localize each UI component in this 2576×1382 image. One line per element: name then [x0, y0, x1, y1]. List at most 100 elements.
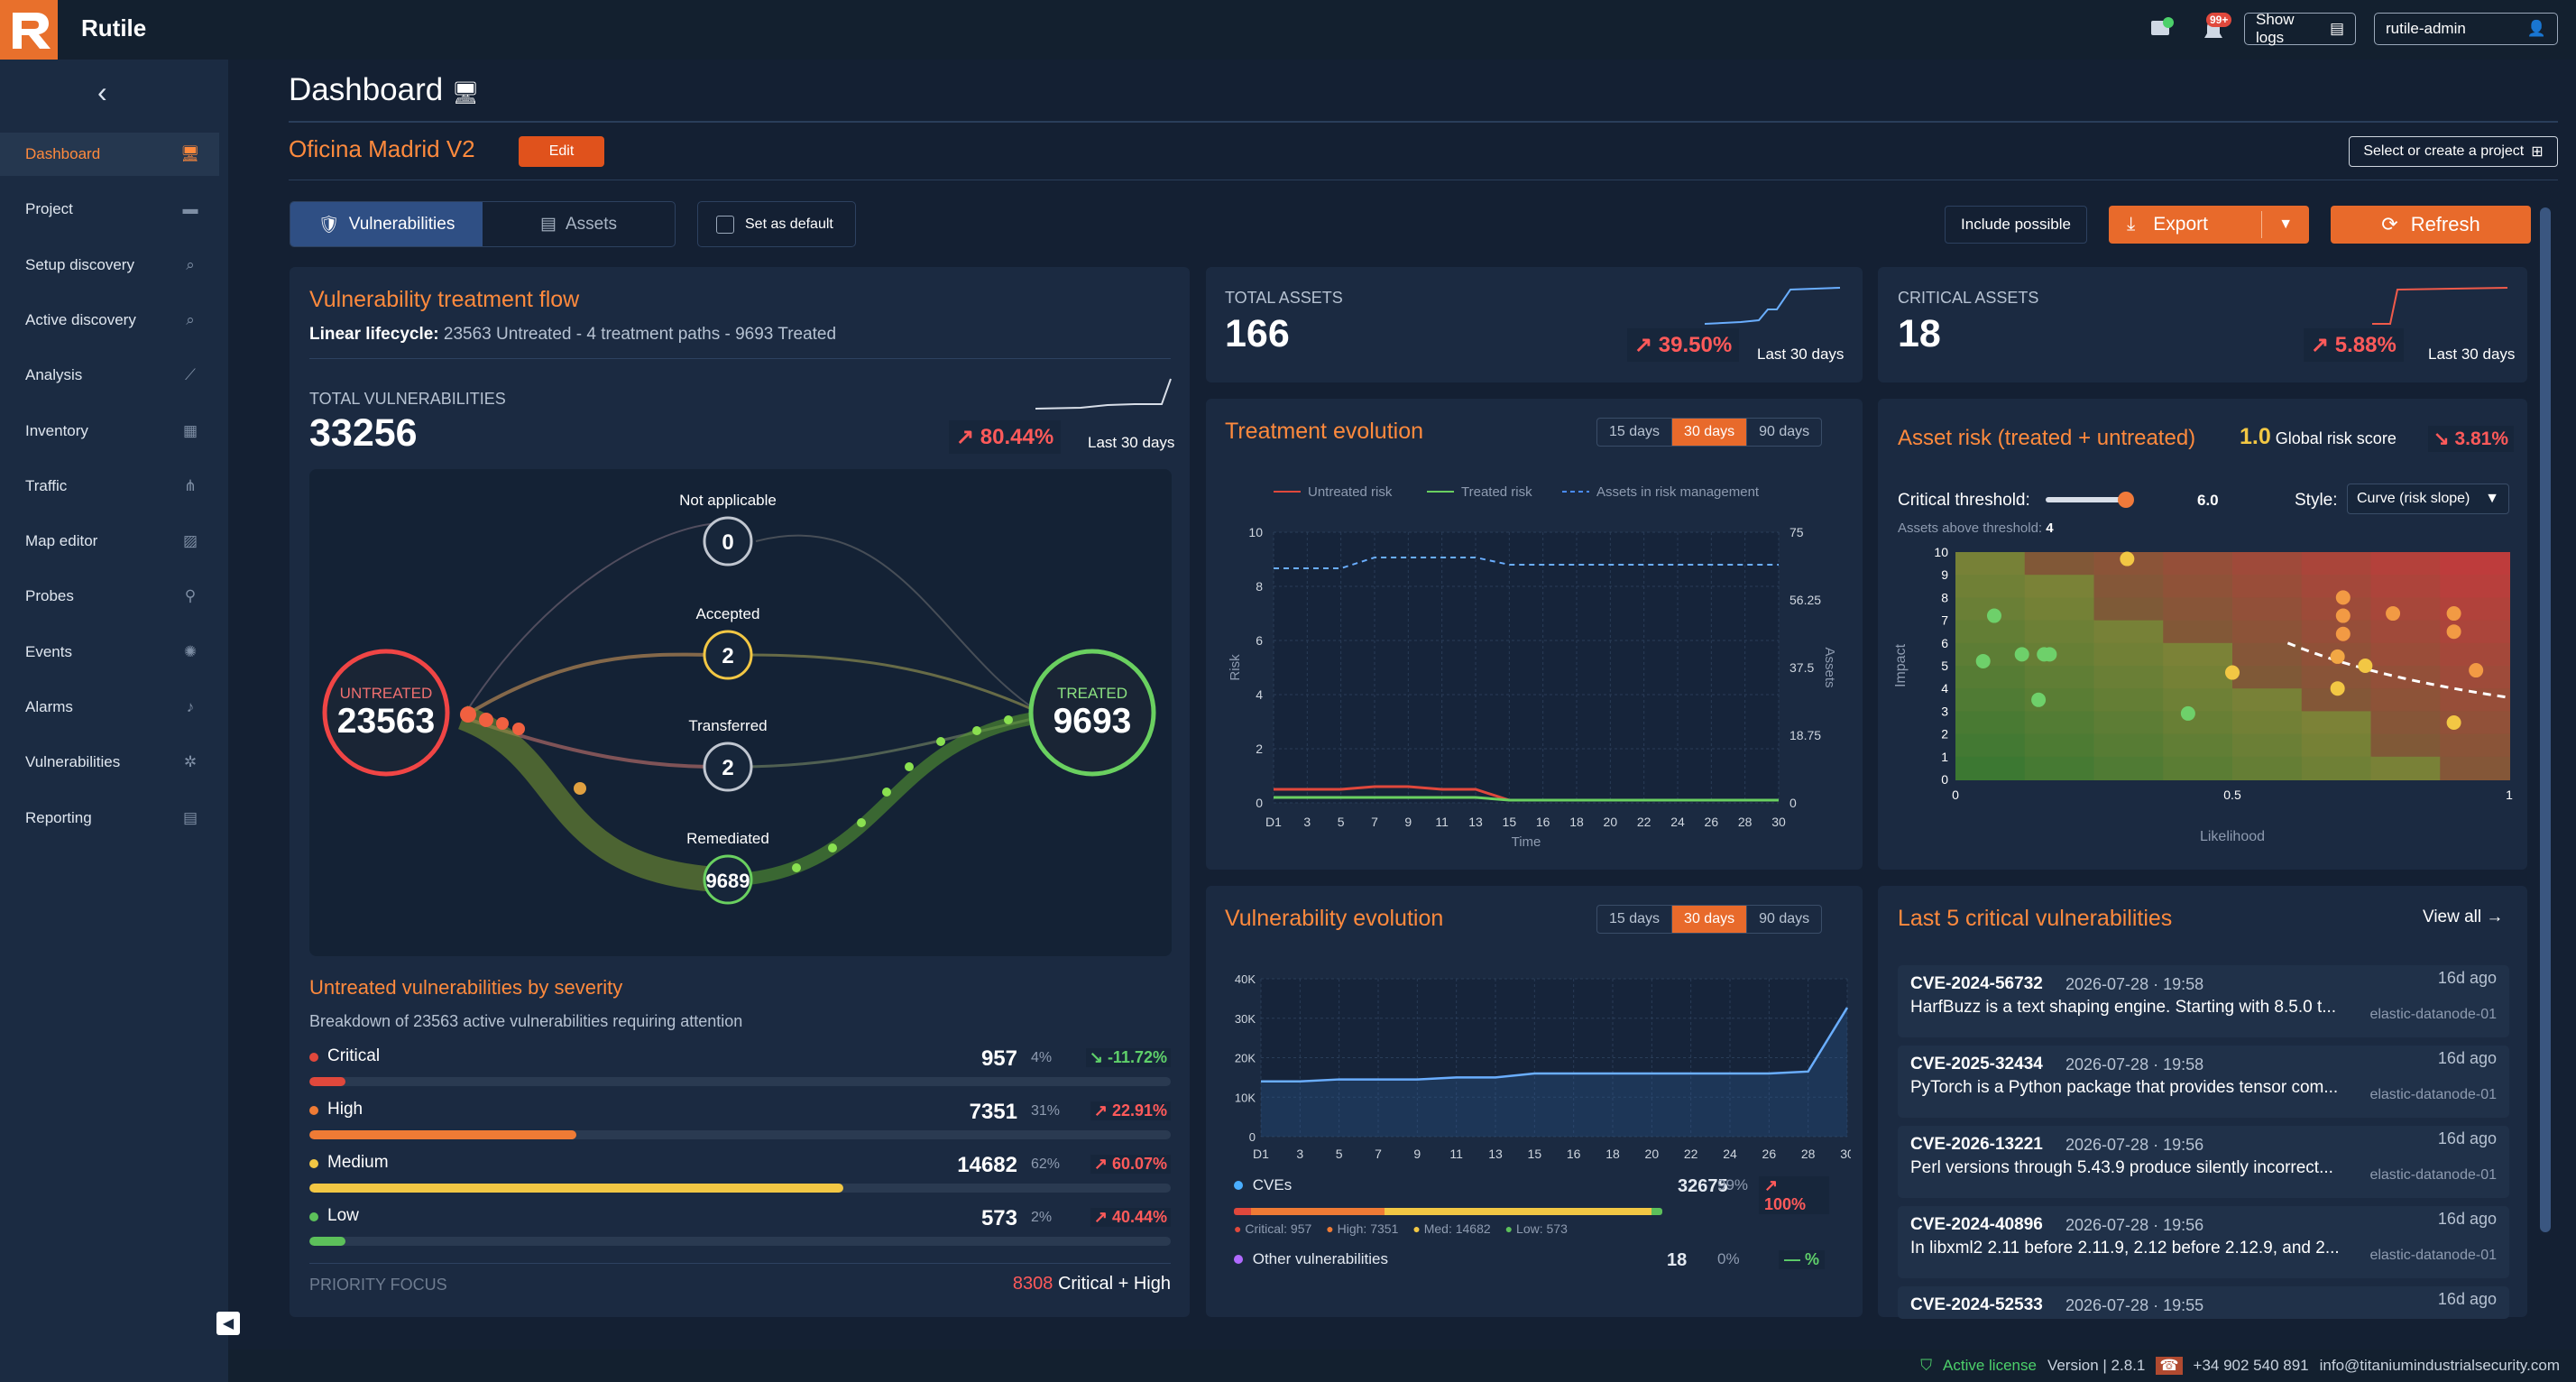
cve-id[interactable]: CVE-2024-52533	[1910, 1295, 2043, 1314]
range-90-days[interactable]: 90 days	[1759, 424, 1810, 439]
rutile-logo[interactable]	[0, 0, 58, 60]
edit-project-button[interactable]: Edit	[519, 136, 604, 167]
range-30-days[interactable]: 30 days	[1672, 419, 1748, 446]
x-tick-label: 26	[1762, 1147, 1777, 1161]
vulnerability-list-item[interactable]: CVE-2024-56732 2026-07-28 · 19:58 16d ago H…	[1898, 965, 2509, 1037]
severity-bar	[309, 1130, 1171, 1139]
sidebar-item-label: Inventory	[25, 421, 88, 439]
tab-vulnerabilities[interactable]: 🛡 Vulnerabilities	[290, 202, 483, 246]
chevron-down-icon[interactable]: ▼	[2278, 217, 2294, 232]
dot-icon: ●	[1234, 1221, 1242, 1236]
sidebar-item-inventory[interactable]: Inventory ▦	[0, 410, 219, 453]
heatmap-cell	[2232, 711, 2303, 735]
x-tick-label: 30	[1771, 815, 1786, 829]
severity-bar-fill	[309, 1130, 577, 1139]
sidebar-item-project[interactable]: Project ▬	[0, 188, 219, 231]
heatmap-cell	[2440, 552, 2510, 576]
checkbox-box[interactable]	[716, 215, 734, 234]
breakdown-high: ● High: 7351	[1326, 1221, 1398, 1236]
heatmap-cell	[2024, 597, 2095, 622]
cve-id[interactable]: CVE-2024-56732	[1910, 974, 2043, 993]
heatmap-cell	[2163, 620, 2233, 644]
treated-value: 9693	[1053, 702, 1132, 741]
trend-up-icon: ↗	[956, 425, 975, 449]
asset-point	[2335, 626, 2351, 641]
y-tick-label: 0	[1256, 796, 1263, 810]
sidebar-item-dashboard[interactable]: Dashboard 🖥	[0, 133, 219, 176]
cves-bar-critical	[1234, 1208, 1252, 1215]
include-possible-button[interactable]: Include possible	[1945, 206, 2087, 244]
x-tick-label: 15	[1528, 1147, 1542, 1161]
flow-node-circle	[703, 516, 753, 567]
heatmap-cell	[2370, 688, 2442, 713]
refresh-button[interactable]: ⟳ Refresh	[2331, 206, 2531, 244]
page-scrollbar[interactable]	[2540, 207, 2551, 1232]
severity-trend: ↗ 40.44%	[1090, 1208, 1171, 1227]
select-project-button[interactable]: Select or create a project ⊞	[2349, 136, 2558, 167]
cve-id[interactable]: CVE-2024-40896	[1910, 1215, 2043, 1234]
cve-id[interactable]: CVE-2025-32434	[1910, 1055, 2043, 1073]
tab-assets[interactable]: ▤ Assets	[483, 202, 675, 246]
heatmap-cell	[2370, 711, 2442, 735]
sidebar-item-label: Alarms	[25, 698, 73, 715]
heatmap-cell	[2024, 666, 2095, 690]
notifications-icon[interactable]: 99+	[2199, 13, 2232, 45]
severity-value: 957	[980, 1046, 1017, 1071]
heatmap-cell	[2370, 575, 2442, 599]
sidebar-item-map-editor[interactable]: Map editor ▨	[0, 520, 219, 563]
series-line-2	[1274, 796, 1779, 802]
threshold-slider[interactable]	[2046, 492, 2134, 508]
set-default-checkbox[interactable]: Set as default	[697, 201, 856, 247]
heatmap-cell	[2163, 552, 2233, 576]
arrow-right-icon: →	[2486, 908, 2504, 926]
back-chevron-icon[interactable]: ‹	[97, 76, 107, 108]
sidebar-item-active-discovery[interactable]: Active discovery ⌕	[0, 299, 219, 342]
legend-item: Untreated risk	[1308, 484, 1393, 500]
vulnerability-list-item[interactable]: CVE-2024-52533 2026-07-28 · 19:55 16d ago	[1898, 1286, 2509, 1319]
sidebar-item-alarms[interactable]: Alarms ♪	[0, 686, 219, 729]
critical-assets-label: CRITICAL ASSETS	[1898, 289, 2039, 307]
critical-assets-pct: 5.88%	[2334, 333, 2397, 357]
status-icon[interactable]	[2148, 14, 2176, 41]
heatmap-cell	[1955, 575, 2026, 599]
sidebar-item-traffic[interactable]: Traffic ⋔	[0, 465, 219, 508]
cve-id[interactable]: CVE-2026-13221	[1910, 1135, 2043, 1154]
heatmap-cell	[1955, 688, 2026, 713]
style-select[interactable]: Curve (risk slope) ▼	[2347, 484, 2509, 514]
sidebar-item-label: Project	[25, 200, 73, 218]
cve-host: elastic-datanode-01	[2369, 1087, 2497, 1102]
email[interactable]: info@titaniumindustrialsecurity.com	[2319, 1357, 2560, 1374]
search-icon: ⌕	[186, 310, 195, 328]
collapse-sidebar-button[interactable]: ◀	[216, 1312, 240, 1335]
plus-box-icon: ⊞	[2531, 144, 2544, 160]
severity-subtitle: Breakdown of 23563 active vulnerabilitie…	[309, 1012, 743, 1030]
x-tick-label: 30	[1840, 1147, 1851, 1161]
sidebar-item-vulnerabilities[interactable]: Vulnerabilities ✲	[0, 741, 219, 784]
view-all-link[interactable]: View all →	[2423, 908, 2503, 927]
sidebar-item-events[interactable]: Events ✺	[0, 631, 219, 674]
y-tick-label: 4	[1256, 687, 1263, 702]
y-tick-label: 40K	[1235, 972, 1256, 986]
sidebar-item-reporting[interactable]: Reporting ▤	[0, 797, 219, 840]
sidebar-item-analysis[interactable]: Analysis ⟋	[0, 354, 219, 397]
range-90-days[interactable]: 90 days	[1759, 911, 1810, 926]
user-menu-button[interactable]: rutile-admin 👤	[2374, 13, 2558, 45]
range-15-days[interactable]: 15 days	[1597, 419, 1673, 446]
range-15-days[interactable]: 15 days	[1597, 906, 1673, 933]
range-30-days[interactable]: 30 days	[1672, 906, 1748, 933]
vulnerability-list-item[interactable]: CVE-2024-40896 2026-07-28 · 19:56 16d ago I…	[1898, 1206, 2509, 1278]
heatmap-cell	[1955, 756, 2026, 780]
show-logs-button[interactable]: Show logs ▤	[2244, 11, 2356, 46]
vulnerability-list-item[interactable]: CVE-2025-32434 2026-07-28 · 19:58 16d ago P…	[1898, 1046, 2509, 1118]
y-tick-label: 10	[1248, 525, 1263, 539]
vulnerability-list-item[interactable]: CVE-2026-13221 2026-07-28 · 19:56 16d ago P…	[1898, 1126, 2509, 1198]
total-assets-period: Last 30 days	[1757, 346, 1845, 363]
severity-bar	[309, 1237, 1171, 1246]
sidebar-item-probes[interactable]: Probes ⚲	[0, 575, 219, 618]
map-edit-icon: ▨	[182, 532, 198, 550]
cve-date: 2026-07-28 · 19:58	[2065, 1055, 2204, 1073]
export-button[interactable]: ⤓ Export ▼	[2109, 206, 2309, 244]
phone-icon: ☎	[2156, 1357, 2183, 1375]
threshold-slider-handle[interactable]	[2118, 492, 2134, 508]
sidebar-item-setup-discovery[interactable]: Setup discovery ⌕	[0, 244, 219, 287]
